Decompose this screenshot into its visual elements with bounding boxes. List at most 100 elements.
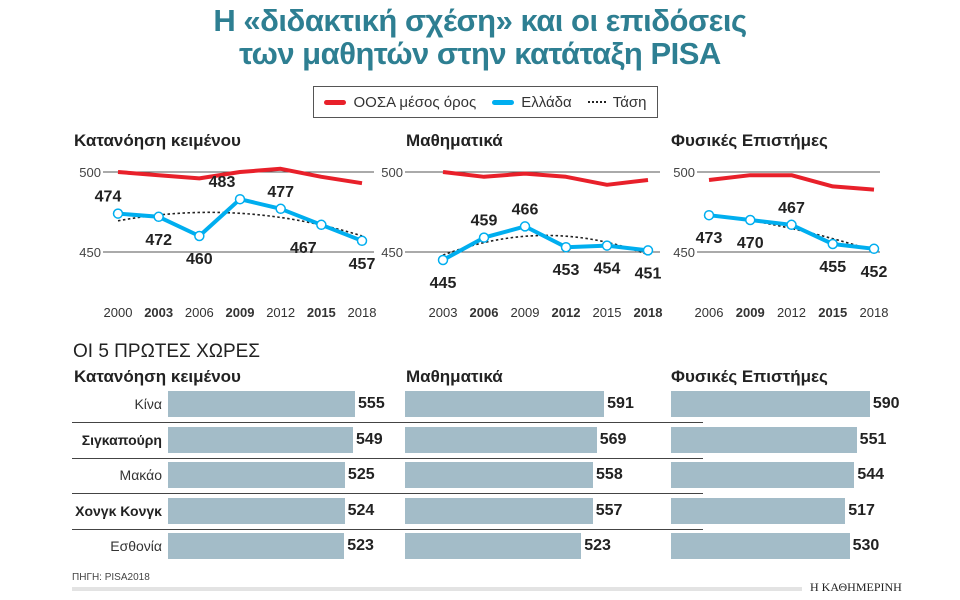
bar-value-label: 555 bbox=[358, 395, 385, 412]
bar-chart-title-math: Μαθηματικά bbox=[406, 367, 503, 386]
bar bbox=[671, 498, 846, 524]
bar-value-label: 551 bbox=[859, 431, 887, 448]
bar bbox=[168, 533, 345, 559]
data-label: 452 bbox=[861, 264, 888, 281]
bar bbox=[168, 462, 345, 488]
data-label: 445 bbox=[430, 275, 457, 292]
greece-point bbox=[275, 203, 286, 215]
row-separator bbox=[72, 422, 703, 423]
x-tick-label: 2000 bbox=[104, 305, 133, 320]
legend-trend: Τάση bbox=[587, 93, 647, 111]
line-chart-title-science: Φυσικές Επιστήμες bbox=[671, 131, 828, 150]
x-tick-label: 2012 bbox=[552, 305, 581, 320]
trend-line bbox=[442, 234, 649, 256]
bar-value-label: 569 bbox=[599, 431, 627, 448]
brand-logo: Η ΚΑΘΗΜΕΡΙΝΗ bbox=[810, 580, 902, 594]
oecd-line bbox=[117, 166, 363, 186]
oecd-swatch-icon bbox=[324, 99, 347, 105]
data-label: 467 bbox=[290, 240, 317, 257]
bar-chart-title-science: Φυσικές Επιστήμες bbox=[671, 367, 828, 386]
data-label: 457 bbox=[349, 256, 376, 273]
country-label: Σιγκαπούρη bbox=[81, 432, 162, 448]
data-label: 460 bbox=[186, 251, 213, 268]
bar bbox=[405, 427, 597, 453]
data-label: 483 bbox=[209, 174, 236, 191]
greece-swatch-icon bbox=[492, 99, 515, 105]
country-label: Μακάο bbox=[119, 467, 162, 483]
greece-point bbox=[356, 235, 368, 247]
x-tick-label: 2003 bbox=[429, 305, 458, 320]
greece-point bbox=[560, 241, 572, 253]
bar bbox=[168, 498, 345, 524]
row-separator bbox=[72, 458, 703, 459]
x-tick-label: 2012 bbox=[266, 305, 295, 320]
greece-point bbox=[316, 219, 327, 231]
country-label: Χονγκ Κονγκ bbox=[75, 503, 162, 519]
y-tick-label: 500 bbox=[673, 165, 695, 180]
bar-value-label: 530 bbox=[852, 537, 880, 554]
data-label: 467 bbox=[778, 200, 805, 217]
country-label: Εσθονία bbox=[110, 538, 162, 554]
legend: ΟΟΣΑ μέσος όρος Ελλάδα Τάση bbox=[313, 86, 658, 118]
line-charts: 500 450 2000 2003 2006 2009 2012 2015 2018 474 472… bbox=[79, 165, 889, 320]
greece-point bbox=[703, 209, 715, 221]
legend-oecd-label: ΟΟΣΑ μέσος όρος bbox=[353, 93, 477, 111]
greece-point bbox=[234, 193, 246, 205]
bar-value-label: 557 bbox=[595, 502, 623, 519]
bar-value-label: 549 bbox=[356, 431, 383, 448]
y-tick-label: 450 bbox=[673, 245, 695, 260]
x-tick-label: 2015 bbox=[307, 305, 336, 320]
bar bbox=[168, 391, 356, 417]
source-note: ΠΗΓΗ: PISA2018 bbox=[72, 572, 150, 583]
line-chart-title-reading: Κατανόηση κειμένου bbox=[74, 131, 241, 150]
data-label: 453 bbox=[553, 262, 580, 279]
trend-line bbox=[708, 213, 875, 252]
bar bbox=[671, 427, 857, 453]
bar-value-label: 544 bbox=[857, 466, 885, 483]
data-label: 472 bbox=[145, 232, 172, 249]
bar-value-label: 523 bbox=[584, 537, 611, 554]
country-label: Κίνα bbox=[134, 396, 162, 412]
x-tick-label: 2009 bbox=[226, 305, 255, 320]
data-label: 455 bbox=[819, 259, 846, 276]
x-tick-label: 2006 bbox=[185, 305, 214, 320]
x-tick-label: 2012 bbox=[777, 305, 806, 320]
bar bbox=[671, 462, 855, 488]
title-line-2: των μαθητών στην κατάταξη PISA bbox=[239, 36, 721, 71]
greece-point bbox=[868, 243, 880, 255]
bar bbox=[405, 391, 605, 417]
oecd-line bbox=[708, 173, 875, 192]
legend-trend-label: Τάση bbox=[612, 93, 647, 111]
x-tick-label: 2003 bbox=[144, 305, 173, 320]
data-label: 470 bbox=[737, 235, 764, 252]
title-line-1: Η «διδακτική σχέση» και οι επιδόσεις bbox=[213, 3, 747, 38]
row-separator bbox=[72, 529, 703, 530]
x-tick-label: 2015 bbox=[593, 305, 622, 320]
greece-line bbox=[442, 224, 649, 262]
data-label: 466 bbox=[512, 201, 539, 218]
data-label: 454 bbox=[594, 261, 621, 278]
data-label: 451 bbox=[635, 265, 662, 282]
x-tick-label: 2006 bbox=[470, 305, 499, 320]
bar bbox=[168, 427, 353, 453]
bar bbox=[671, 533, 850, 559]
x-tick-label: 2006 bbox=[695, 305, 724, 320]
greece-point bbox=[786, 219, 797, 231]
legend-oecd: ΟΟΣΑ μέσος όρος bbox=[324, 94, 476, 111]
data-label: 477 bbox=[267, 184, 294, 201]
bar bbox=[671, 391, 870, 417]
bar bbox=[405, 498, 593, 524]
x-tick-label: 2009 bbox=[511, 305, 540, 320]
bar bbox=[405, 462, 594, 488]
row-separator bbox=[72, 493, 703, 494]
y-tick-label: 500 bbox=[381, 165, 403, 180]
trend-swatch-icon bbox=[587, 101, 606, 103]
greece-point bbox=[642, 245, 654, 256]
greece-point bbox=[153, 211, 164, 223]
x-tick-label: 2018 bbox=[860, 305, 889, 320]
data-label: 473 bbox=[696, 230, 723, 247]
data-label: 459 bbox=[471, 213, 498, 230]
y-tick-label: 450 bbox=[79, 245, 101, 260]
greece-point bbox=[601, 240, 613, 251]
line-chart-title-math: Μαθηματικά bbox=[406, 131, 503, 150]
